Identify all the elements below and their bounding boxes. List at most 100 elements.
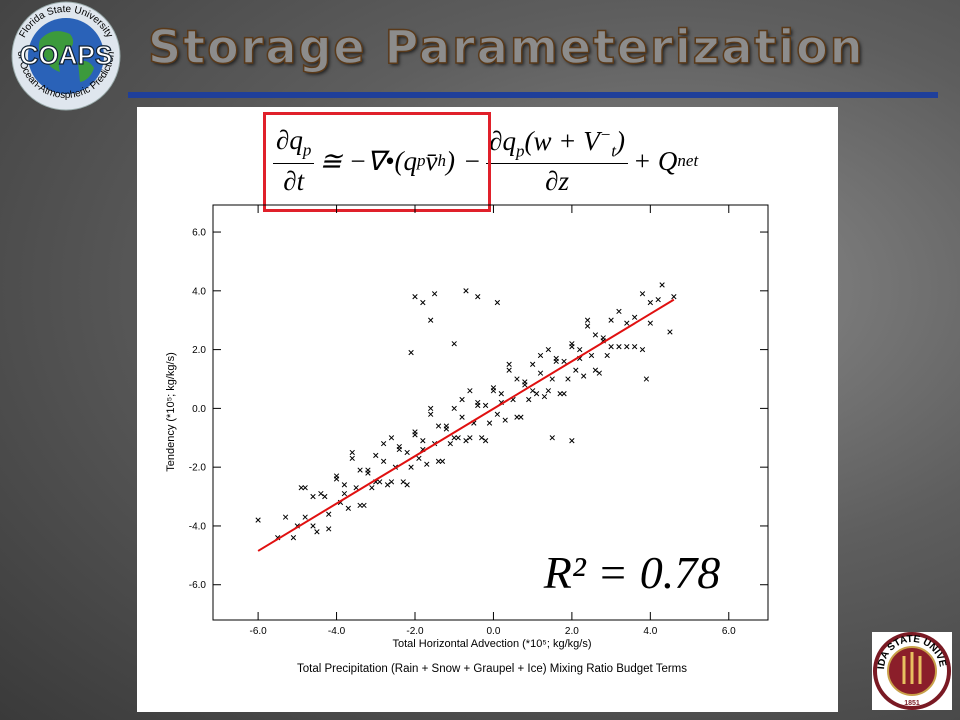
point	[514, 414, 520, 420]
point	[451, 435, 457, 441]
point	[349, 449, 355, 456]
point	[388, 435, 395, 441]
y-axis-label: Tendency (*10⁵; kg/kg/s)	[165, 352, 177, 472]
point	[408, 464, 414, 470]
figure-panel	[137, 107, 838, 712]
y-tick-label: 2.0	[192, 345, 206, 356]
point	[624, 320, 630, 326]
eq-sub: h	[437, 151, 446, 170]
r-squared: R² = 0.78	[543, 547, 720, 598]
point	[333, 476, 340, 482]
point	[533, 391, 540, 397]
eq-sup: −	[599, 124, 612, 144]
point	[326, 511, 332, 517]
point	[365, 467, 371, 473]
point	[361, 502, 367, 509]
point	[424, 461, 430, 467]
point	[569, 344, 575, 350]
point	[494, 411, 501, 417]
eq-sub: p	[416, 151, 426, 170]
point	[561, 358, 567, 365]
point	[443, 423, 450, 429]
fraction: ∂qp(w + V−t) ∂z	[486, 125, 628, 197]
plot-frame	[212, 204, 769, 621]
point	[451, 341, 457, 347]
point	[498, 391, 504, 397]
point	[412, 294, 418, 300]
y-tick-label: 0.0	[192, 404, 206, 415]
point	[420, 438, 426, 444]
point	[518, 414, 524, 420]
eq-sub: p	[516, 141, 525, 161]
point	[455, 435, 461, 441]
x-tick-label: 0.0	[486, 626, 500, 637]
point	[596, 370, 602, 376]
eq-text: (w + V	[524, 125, 600, 156]
point	[435, 423, 442, 429]
point	[584, 323, 591, 329]
point	[369, 485, 375, 491]
eq-text: )	[445, 145, 455, 176]
point	[475, 402, 481, 409]
denominator: ∂t	[283, 165, 305, 196]
point	[420, 299, 426, 306]
point	[482, 438, 489, 444]
point	[616, 308, 622, 315]
point	[643, 376, 650, 382]
eq-text: ∂q	[489, 125, 517, 156]
y-tick-label: 6.0	[192, 228, 206, 239]
point	[584, 317, 591, 323]
highlight-box	[263, 112, 491, 212]
point	[581, 373, 587, 379]
point	[404, 482, 410, 488]
point	[624, 344, 630, 350]
point	[608, 317, 614, 323]
point	[486, 420, 493, 426]
point	[357, 467, 363, 473]
eq-sub: t	[611, 141, 616, 161]
y-tick-label: -2.0	[189, 463, 207, 474]
point	[408, 349, 414, 356]
point	[353, 485, 359, 491]
point	[428, 411, 434, 417]
point	[530, 388, 536, 394]
point	[530, 361, 536, 367]
point	[600, 335, 606, 341]
point	[604, 352, 610, 359]
fraction: ∂qp ∂t	[273, 125, 315, 196]
point	[545, 346, 552, 353]
point	[479, 435, 485, 441]
point	[310, 493, 316, 500]
eq-text: v̄	[425, 145, 438, 176]
point	[459, 396, 465, 403]
point	[396, 446, 402, 453]
point	[506, 367, 512, 373]
eq-sub: net	[677, 151, 699, 170]
x-axis-label: Total Horizontal Advection (*10⁵; kg/kg/…	[393, 638, 592, 650]
point	[298, 485, 304, 491]
point	[506, 361, 512, 367]
point	[553, 358, 559, 365]
point	[341, 490, 348, 497]
x-tick-label: 2.0	[565, 626, 579, 637]
eq-text: + Q	[632, 145, 678, 176]
point	[290, 535, 297, 541]
point	[380, 441, 387, 447]
point	[282, 514, 289, 520]
point	[592, 332, 599, 338]
point	[404, 449, 410, 456]
point	[502, 417, 508, 423]
point	[388, 479, 395, 485]
point	[490, 388, 497, 394]
point	[592, 367, 599, 373]
slide-title: Storage Parameterization	[147, 19, 865, 75]
point	[526, 396, 532, 403]
point	[431, 291, 438, 297]
point	[573, 367, 579, 373]
point	[608, 344, 614, 350]
point	[655, 296, 661, 303]
point	[561, 391, 567, 397]
point	[514, 376, 520, 382]
